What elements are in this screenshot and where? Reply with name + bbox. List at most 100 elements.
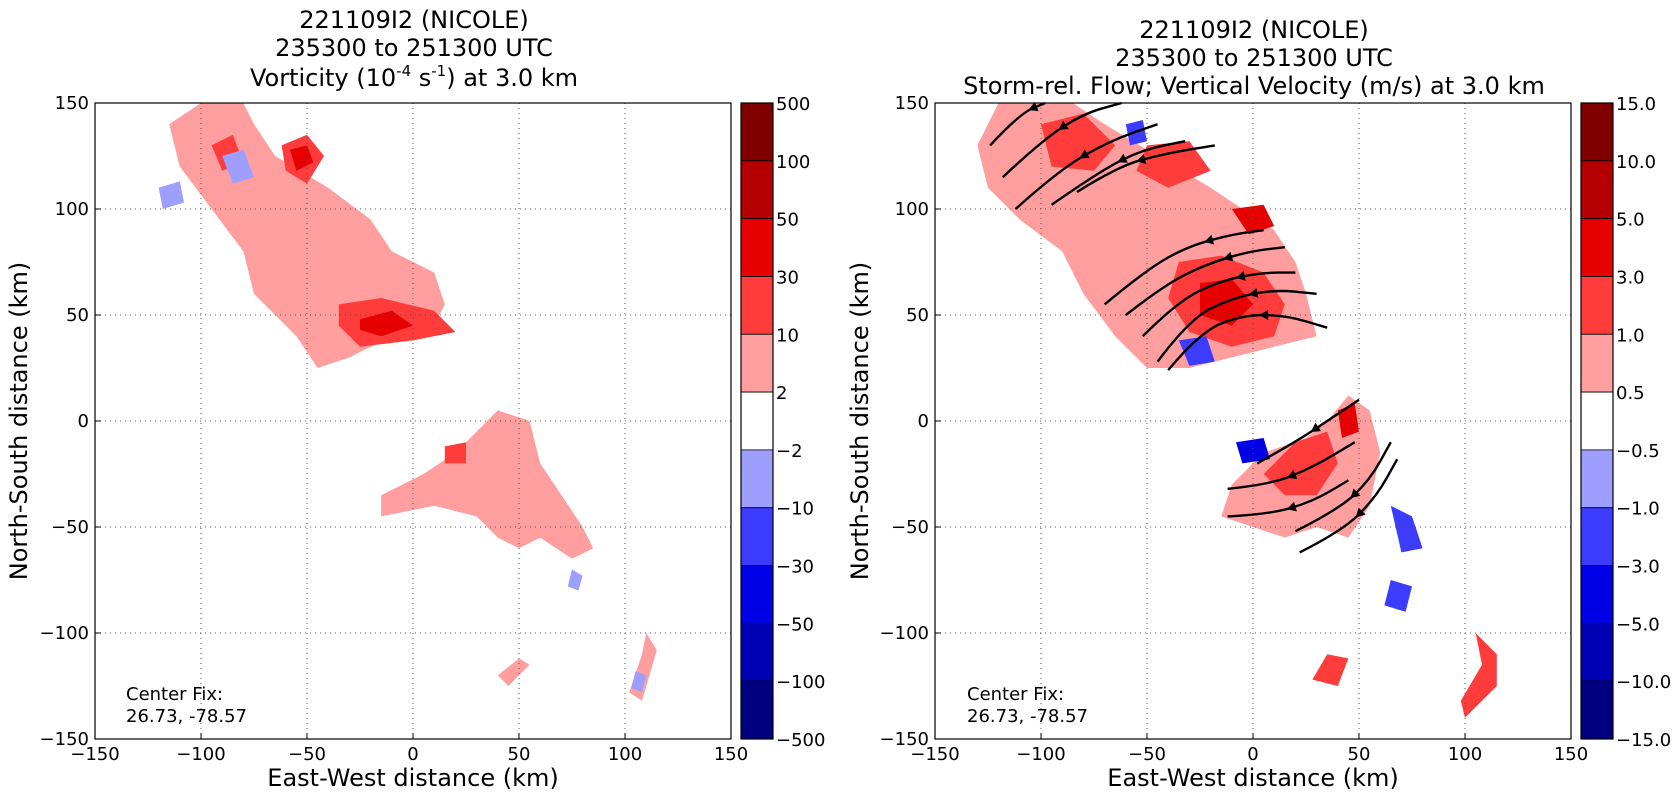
x-tick-label-3: 0 bbox=[1247, 744, 1258, 765]
colorbar-label-8: −3.0 bbox=[1616, 557, 1660, 578]
colorbar-swatch-1 bbox=[740, 160, 774, 220]
colorbar-label-6: −0.5 bbox=[1616, 441, 1660, 462]
field-region-10 bbox=[1337, 404, 1359, 438]
x-tick-label-5: 100 bbox=[1448, 744, 1482, 765]
streamline-arrow-1 bbox=[1058, 120, 1069, 130]
x-tick-label-1: −100 bbox=[176, 744, 225, 765]
streamline-arrow-10 bbox=[1286, 501, 1297, 512]
colorbar-swatch-8 bbox=[740, 565, 774, 624]
right-plot-area: −150 −100 −50 0 50 100 150 −150 −100 −50 0 50 100 150… bbox=[880, 93, 1589, 765]
colorbar-swatch-10 bbox=[740, 680, 774, 740]
colorbar-swatch-10 bbox=[1580, 680, 1614, 740]
vorticity-panel: 221109I2 (NICOLE) 235300 to 251300 UTC V… bbox=[5, 6, 825, 792]
right-colorbar: 15.0 10.0 5.0 3.0 1.0 0.5 −0.5 −1.0 −3.0 −5.0 −10.… bbox=[1580, 94, 1671, 751]
colorbar-swatch-7 bbox=[1580, 507, 1614, 566]
colorbar-label-11: −500 bbox=[776, 730, 825, 751]
streamline-6 bbox=[1125, 246, 1285, 316]
field-region-15 bbox=[1384, 580, 1412, 612]
field-region-5 bbox=[1231, 204, 1275, 235]
left-title-line-2: 235300 to 251300 UTC bbox=[275, 34, 553, 62]
colorbar-label-7: −10 bbox=[776, 499, 814, 520]
y-tick-label-4: 50 bbox=[66, 305, 89, 326]
colorbar-swatch-6 bbox=[740, 449, 774, 509]
y-tick-label-1: −100 bbox=[40, 623, 89, 644]
colorbar-label-5: 2 bbox=[776, 383, 787, 404]
right-grid bbox=[935, 103, 1571, 739]
field-region-12 bbox=[631, 671, 647, 693]
field-region-13 bbox=[497, 658, 530, 686]
left-y-axis-label: North-South distance (km) bbox=[5, 262, 33, 581]
right-title-line-2: 235300 to 251300 UTC bbox=[1115, 44, 1393, 72]
colorbar-label-0: 500 bbox=[776, 94, 810, 115]
right-center-fix-label: Center Fix: bbox=[967, 684, 1064, 705]
field-region-2 bbox=[1136, 141, 1211, 188]
colorbar-label-3: 30 bbox=[776, 267, 799, 288]
field-region-4 bbox=[290, 145, 314, 171]
field-region-11 bbox=[1236, 438, 1270, 464]
colorbar-label-4: 1.0 bbox=[1616, 325, 1645, 346]
field-region-13 bbox=[1312, 654, 1349, 686]
colorbar-label-4: 10 bbox=[776, 325, 799, 346]
colorbar-label-10: −10.0 bbox=[1616, 672, 1671, 693]
streamline-arrow-11 bbox=[1287, 469, 1298, 480]
streamline-arrow-6 bbox=[1223, 251, 1234, 262]
colorbar-label-6: −2 bbox=[776, 441, 803, 462]
colorbar-swatch-7 bbox=[740, 507, 774, 566]
colorbar-label-9: −50 bbox=[776, 614, 814, 635]
x-tick-label-0: −150 bbox=[70, 744, 119, 765]
left-title-var-prefix: Vorticity (10 bbox=[250, 64, 396, 92]
y-tick-label-6: 150 bbox=[55, 93, 89, 114]
y-tick-label-2: −50 bbox=[891, 517, 929, 538]
left-vorticity-field bbox=[158, 103, 657, 701]
colorbar-swatch-0 bbox=[1580, 102, 1614, 162]
colorbar-label-1: 10.0 bbox=[1616, 152, 1656, 173]
y-tick-label-1: −100 bbox=[880, 623, 929, 644]
colorbar-swatch-9 bbox=[1580, 622, 1614, 682]
colorbar-swatch-5 bbox=[1580, 391, 1614, 451]
colorbar-swatch-3 bbox=[740, 276, 774, 335]
colorbar-label-8: −30 bbox=[776, 557, 814, 578]
colorbar-label-2: 5.0 bbox=[1616, 210, 1645, 231]
vertical-velocity-panel: 221109I2 (NICOLE) 235300 to 251300 UTC S… bbox=[846, 16, 1671, 792]
colorbar-label-10: −100 bbox=[776, 672, 825, 693]
colorbar-label-9: −5.0 bbox=[1616, 614, 1660, 635]
field-region-6 bbox=[222, 149, 254, 184]
colorbar-swatch-2 bbox=[1580, 218, 1614, 277]
left-colorbar: 500 100 50 30 10 2 −2 −10 −30 −50 −100 −500 bbox=[740, 94, 825, 751]
streamline-arrow-7 bbox=[1235, 271, 1246, 281]
right-center-fix-value: 26.73, -78.57 bbox=[967, 706, 1088, 727]
field-region-12 bbox=[1390, 505, 1423, 553]
x-tick-label-4: 50 bbox=[1348, 744, 1371, 765]
colorbar-swatch-8 bbox=[1580, 565, 1614, 624]
colorbar-swatch-6 bbox=[1580, 449, 1614, 509]
y-tick-label-2: −50 bbox=[51, 517, 89, 538]
field-region-6 bbox=[1178, 336, 1215, 366]
left-center-fix-label: Center Fix: bbox=[126, 684, 223, 705]
colorbar-label-1: 100 bbox=[776, 152, 810, 173]
colorbar-label-3: 3.0 bbox=[1616, 267, 1645, 288]
streamline-arrow-3 bbox=[1117, 153, 1128, 163]
right-streamlines bbox=[989, 101, 1399, 554]
y-tick-label-5: 100 bbox=[55, 199, 89, 220]
left-title-line-3: Vorticity (10-4 s-1) at 3.0 km bbox=[250, 62, 578, 92]
colorbar-label-2: 50 bbox=[776, 210, 799, 231]
colorbar-swatch-9 bbox=[740, 622, 774, 682]
left-title-line-1: 221109I2 (NICOLE) bbox=[299, 6, 529, 34]
colorbar-label-0: 15.0 bbox=[1616, 94, 1656, 115]
y-tick-label-0: −150 bbox=[40, 729, 89, 750]
y-tick-label-3: 0 bbox=[78, 411, 89, 432]
streamline-arrow-2 bbox=[1028, 102, 1039, 112]
colorbar-swatch-1 bbox=[1580, 160, 1614, 220]
left-plot-area: −150 −100 −50 0 50 100 150 −150 −100 −50 0 50 100 150… bbox=[40, 93, 749, 765]
colorbar-swatch-5 bbox=[740, 391, 774, 451]
y-tick-label-6: 150 bbox=[895, 93, 929, 114]
right-title-line-1: 221109I2 (NICOLE) bbox=[1139, 16, 1369, 44]
colorbar-swatch-0 bbox=[740, 102, 774, 162]
colorbar-label-7: −1.0 bbox=[1616, 499, 1660, 520]
streamline-arrow-8 bbox=[1248, 288, 1259, 298]
left-title-var-sup2: -1 bbox=[431, 62, 446, 80]
left-x-axis-label: East-West distance (km) bbox=[267, 764, 558, 792]
right-y-axis-label: North-South distance (km) bbox=[846, 262, 874, 581]
streamline-arrow-5 bbox=[1204, 234, 1215, 245]
